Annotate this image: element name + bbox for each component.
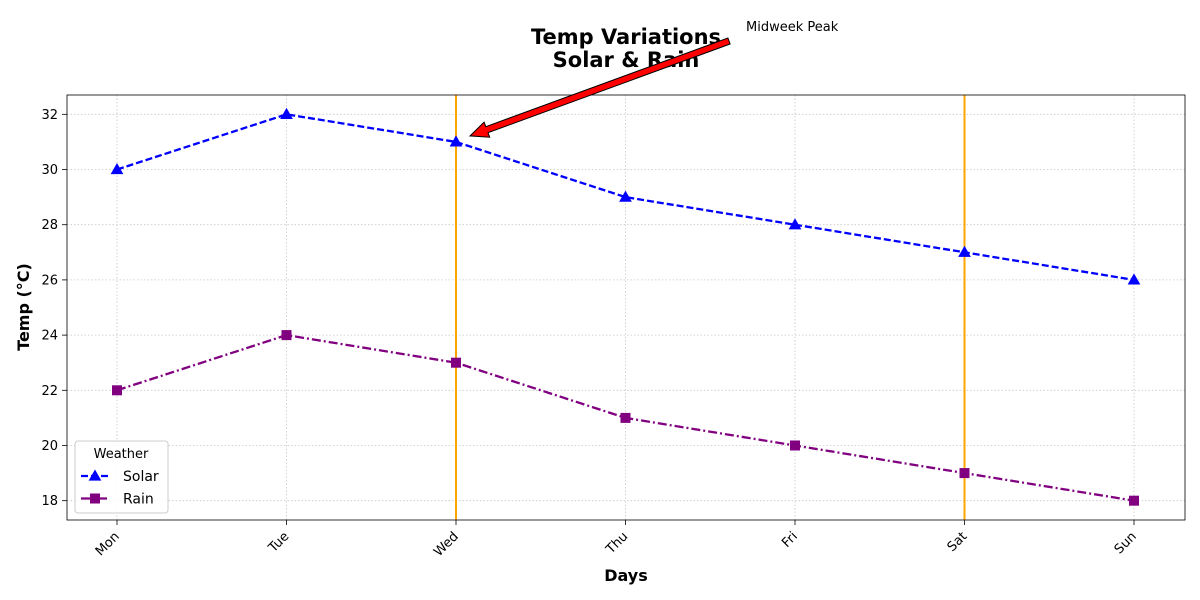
annotation: Midweek Peak (468, 20, 839, 138)
y-tick-label-22: 22 (41, 384, 58, 399)
plot-frame (66, 94, 1186, 521)
y-tick-label-20: 20 (41, 439, 58, 454)
point-solar-sat (958, 245, 971, 257)
point-rain-mon (112, 385, 122, 396)
y-tick-label-32: 32 (41, 108, 58, 123)
point-rain-wed (451, 357, 461, 368)
point-rain-sat (959, 468, 970, 479)
reference-lines (455, 95, 966, 520)
x-tick-label-wed: Wed (431, 529, 462, 560)
point-solar-fri (788, 218, 802, 230)
legend-label-rain: Rain (123, 492, 154, 508)
grid (67, 95, 1185, 520)
y-tick-label-28: 28 (41, 218, 58, 233)
legend-marker-solar (88, 469, 102, 481)
y-tick-label-24: 24 (41, 329, 58, 344)
annotation-arrow (468, 37, 731, 138)
point-rain-thu (620, 412, 631, 423)
point-solar-wed (449, 135, 463, 147)
chart-title-line-1: Temp Variations (531, 25, 721, 49)
x-tick-label-fri: Fri (779, 529, 801, 551)
x-tick-label-mon: Mon (93, 529, 123, 559)
x-tick-label-sat: Sat (945, 529, 971, 555)
legend: Weather Solar Rain (74, 440, 169, 514)
x-tick-label-sun: Sun (1112, 529, 1140, 557)
annotation-text: Midweek Peak (746, 20, 839, 35)
y-tick-label-30: 30 (41, 163, 58, 178)
x-axis-label: Days (604, 566, 648, 585)
point-rain-tue (281, 330, 292, 341)
point-solar-mon (110, 163, 124, 175)
x-tick-label-thu: Thu (603, 529, 632, 558)
y-tick-label-26: 26 (41, 273, 58, 288)
axis-ticks: Mon Tue Wed Thu Fri Sat Sun 18 20 22 24 26 28 30 32 (41, 108, 1139, 560)
legend-label-solar: Solar (123, 469, 159, 485)
point-rain-fri (790, 440, 800, 451)
legend-marker-rain (90, 493, 100, 504)
point-solar-thu (619, 190, 632, 202)
x-tick-label-tue: Tue (265, 529, 292, 556)
point-solar-tue (280, 107, 293, 119)
point-solar-sun (1127, 273, 1141, 285)
point-rain-sun (1129, 495, 1139, 506)
y-axis-label: Temp (°C) (14, 263, 33, 351)
series-lines (110, 107, 1141, 506)
y-tick-label-18: 18 (41, 494, 58, 509)
legend-title: Weather (94, 447, 149, 462)
